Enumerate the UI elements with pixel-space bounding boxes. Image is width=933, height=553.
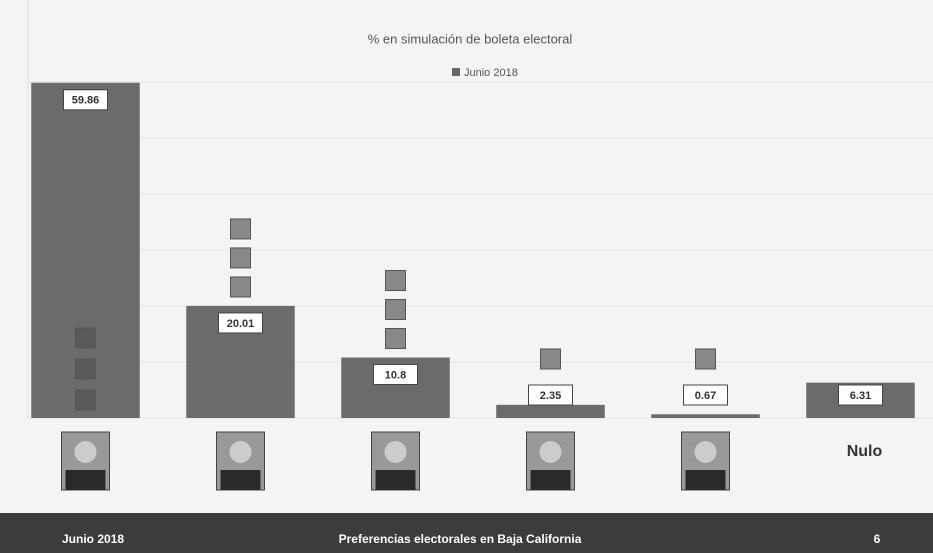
candidate-face — [694, 441, 717, 463]
party-icon — [385, 299, 406, 321]
party-icon — [230, 276, 251, 298]
value-label: 0.67 — [695, 390, 716, 402]
value-label-box — [528, 384, 573, 406]
footer-center: Preferencias electorales en Baja Califor… — [339, 532, 582, 546]
value-label-box — [218, 312, 263, 334]
value-label: 20.01 — [227, 318, 255, 330]
value-label-box — [838, 384, 883, 406]
party-icon — [695, 348, 716, 370]
candidate-suit — [375, 470, 416, 490]
candidate-suit — [65, 470, 106, 490]
bar — [651, 414, 760, 418]
value-label: 2.35 — [540, 390, 561, 402]
value-label-box — [373, 364, 418, 386]
candidate-suit — [530, 470, 571, 490]
party-icon — [540, 348, 561, 370]
footer-bar — [0, 513, 933, 553]
candidate-face — [229, 441, 252, 463]
party-icon — [75, 327, 96, 349]
value-label: 59.86 — [72, 95, 100, 107]
party-icon — [230, 247, 251, 269]
party-icon — [385, 270, 406, 292]
value-label: 10.8 — [385, 369, 406, 381]
party-icon — [230, 218, 251, 240]
party-icon — [75, 358, 96, 380]
party-icon — [75, 389, 96, 411]
footer-right: 6 — [874, 532, 881, 546]
chart-title: % en simulación de boleta electoral — [368, 31, 573, 46]
bar — [496, 404, 605, 418]
candidate-face — [74, 441, 97, 463]
footer-left: Junio 2018 — [62, 532, 124, 546]
legend-label: Junio 2018 — [464, 67, 518, 79]
value-label-box — [683, 384, 728, 406]
candidate-face — [384, 441, 407, 463]
candidate-suit — [685, 470, 726, 490]
candidate-face — [539, 441, 562, 463]
legend-swatch — [452, 68, 460, 76]
value-label-box — [63, 89, 108, 111]
candidate-suit — [220, 470, 261, 490]
x-tick-label: Nulo — [847, 443, 883, 460]
party-icon — [385, 328, 406, 350]
value-label: 6.31 — [850, 390, 871, 402]
